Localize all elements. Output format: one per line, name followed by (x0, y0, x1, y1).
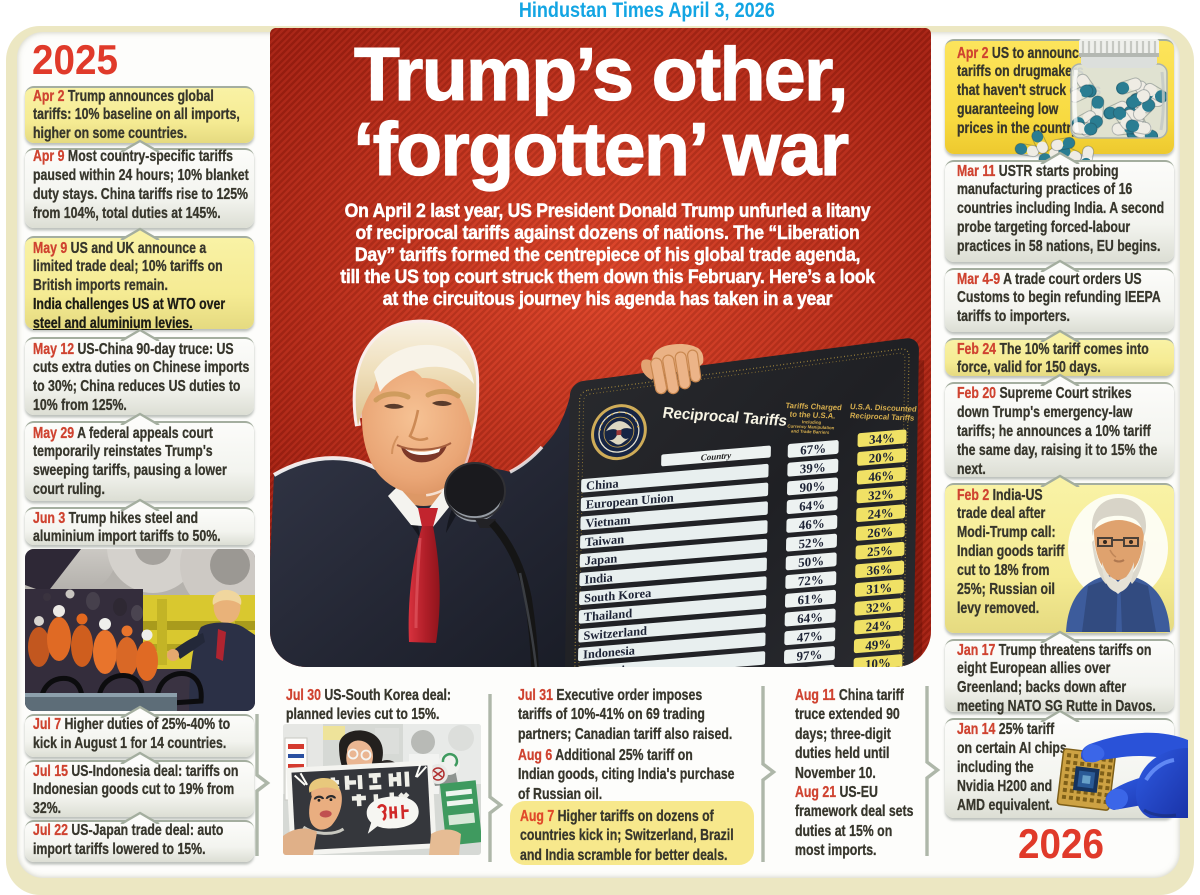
svg-text:90%: 90% (799, 478, 825, 495)
svg-text:Vietnam: Vietnam (585, 513, 631, 531)
svg-text:Malaysia: Malaysia (583, 662, 632, 667)
svg-text:Currency Manipulation: Currency Manipulation (787, 423, 835, 430)
svg-text:52%: 52% (798, 534, 824, 551)
svg-text:U.S.A. Discounted: U.S.A. Discounted (849, 402, 917, 414)
svg-text:China: China (586, 476, 620, 493)
svg-text:24%: 24% (866, 617, 892, 634)
svg-text:10%: 10% (865, 655, 891, 667)
svg-text:36%: 36% (867, 561, 893, 578)
svg-text:24%: 24% (868, 505, 894, 522)
svg-text:Switzerland: Switzerland (583, 624, 647, 643)
svg-text:Tariffs Charged: Tariffs Charged (785, 401, 843, 412)
svg-text:20%: 20% (869, 449, 895, 466)
svg-text:Thailand: Thailand (584, 606, 633, 624)
svg-text:32%: 32% (866, 599, 892, 616)
svg-text:to the U.S.A.: to the U.S.A. (789, 410, 836, 421)
svg-text:and Trade Barriers: and Trade Barriers (791, 428, 830, 435)
svg-text:32%: 32% (868, 486, 894, 503)
svg-text:47%: 47% (797, 628, 823, 645)
svg-text:61%: 61% (797, 590, 823, 607)
svg-text:97%: 97% (796, 647, 822, 664)
svg-text:Country: Country (701, 450, 732, 462)
svg-text:South Korea: South Korea (584, 586, 652, 606)
svg-text:31%: 31% (866, 580, 892, 597)
svg-text:72%: 72% (798, 572, 824, 589)
svg-text:26%: 26% (867, 524, 893, 541)
svg-text:Indonesia: Indonesia (583, 643, 636, 661)
svg-text:34%: 34% (869, 430, 895, 447)
svg-text:50%: 50% (798, 553, 824, 570)
svg-text:39%: 39% (800, 459, 826, 476)
svg-text:46%: 46% (868, 467, 894, 484)
svg-text:49%: 49% (865, 636, 891, 653)
svg-text:25%: 25% (867, 542, 893, 559)
svg-text:64%: 64% (799, 497, 825, 514)
svg-text:India: India (584, 570, 613, 586)
svg-text:64%: 64% (797, 609, 823, 626)
svg-text:46%: 46% (799, 515, 825, 532)
svg-text:Reciprocal Tariffs: Reciprocal Tariffs (849, 411, 915, 423)
svg-text:Taiwan: Taiwan (585, 532, 624, 549)
svg-text:67%: 67% (800, 441, 826, 458)
svg-text:Including: Including (802, 419, 822, 425)
svg-text:Japan: Japan (585, 551, 618, 568)
